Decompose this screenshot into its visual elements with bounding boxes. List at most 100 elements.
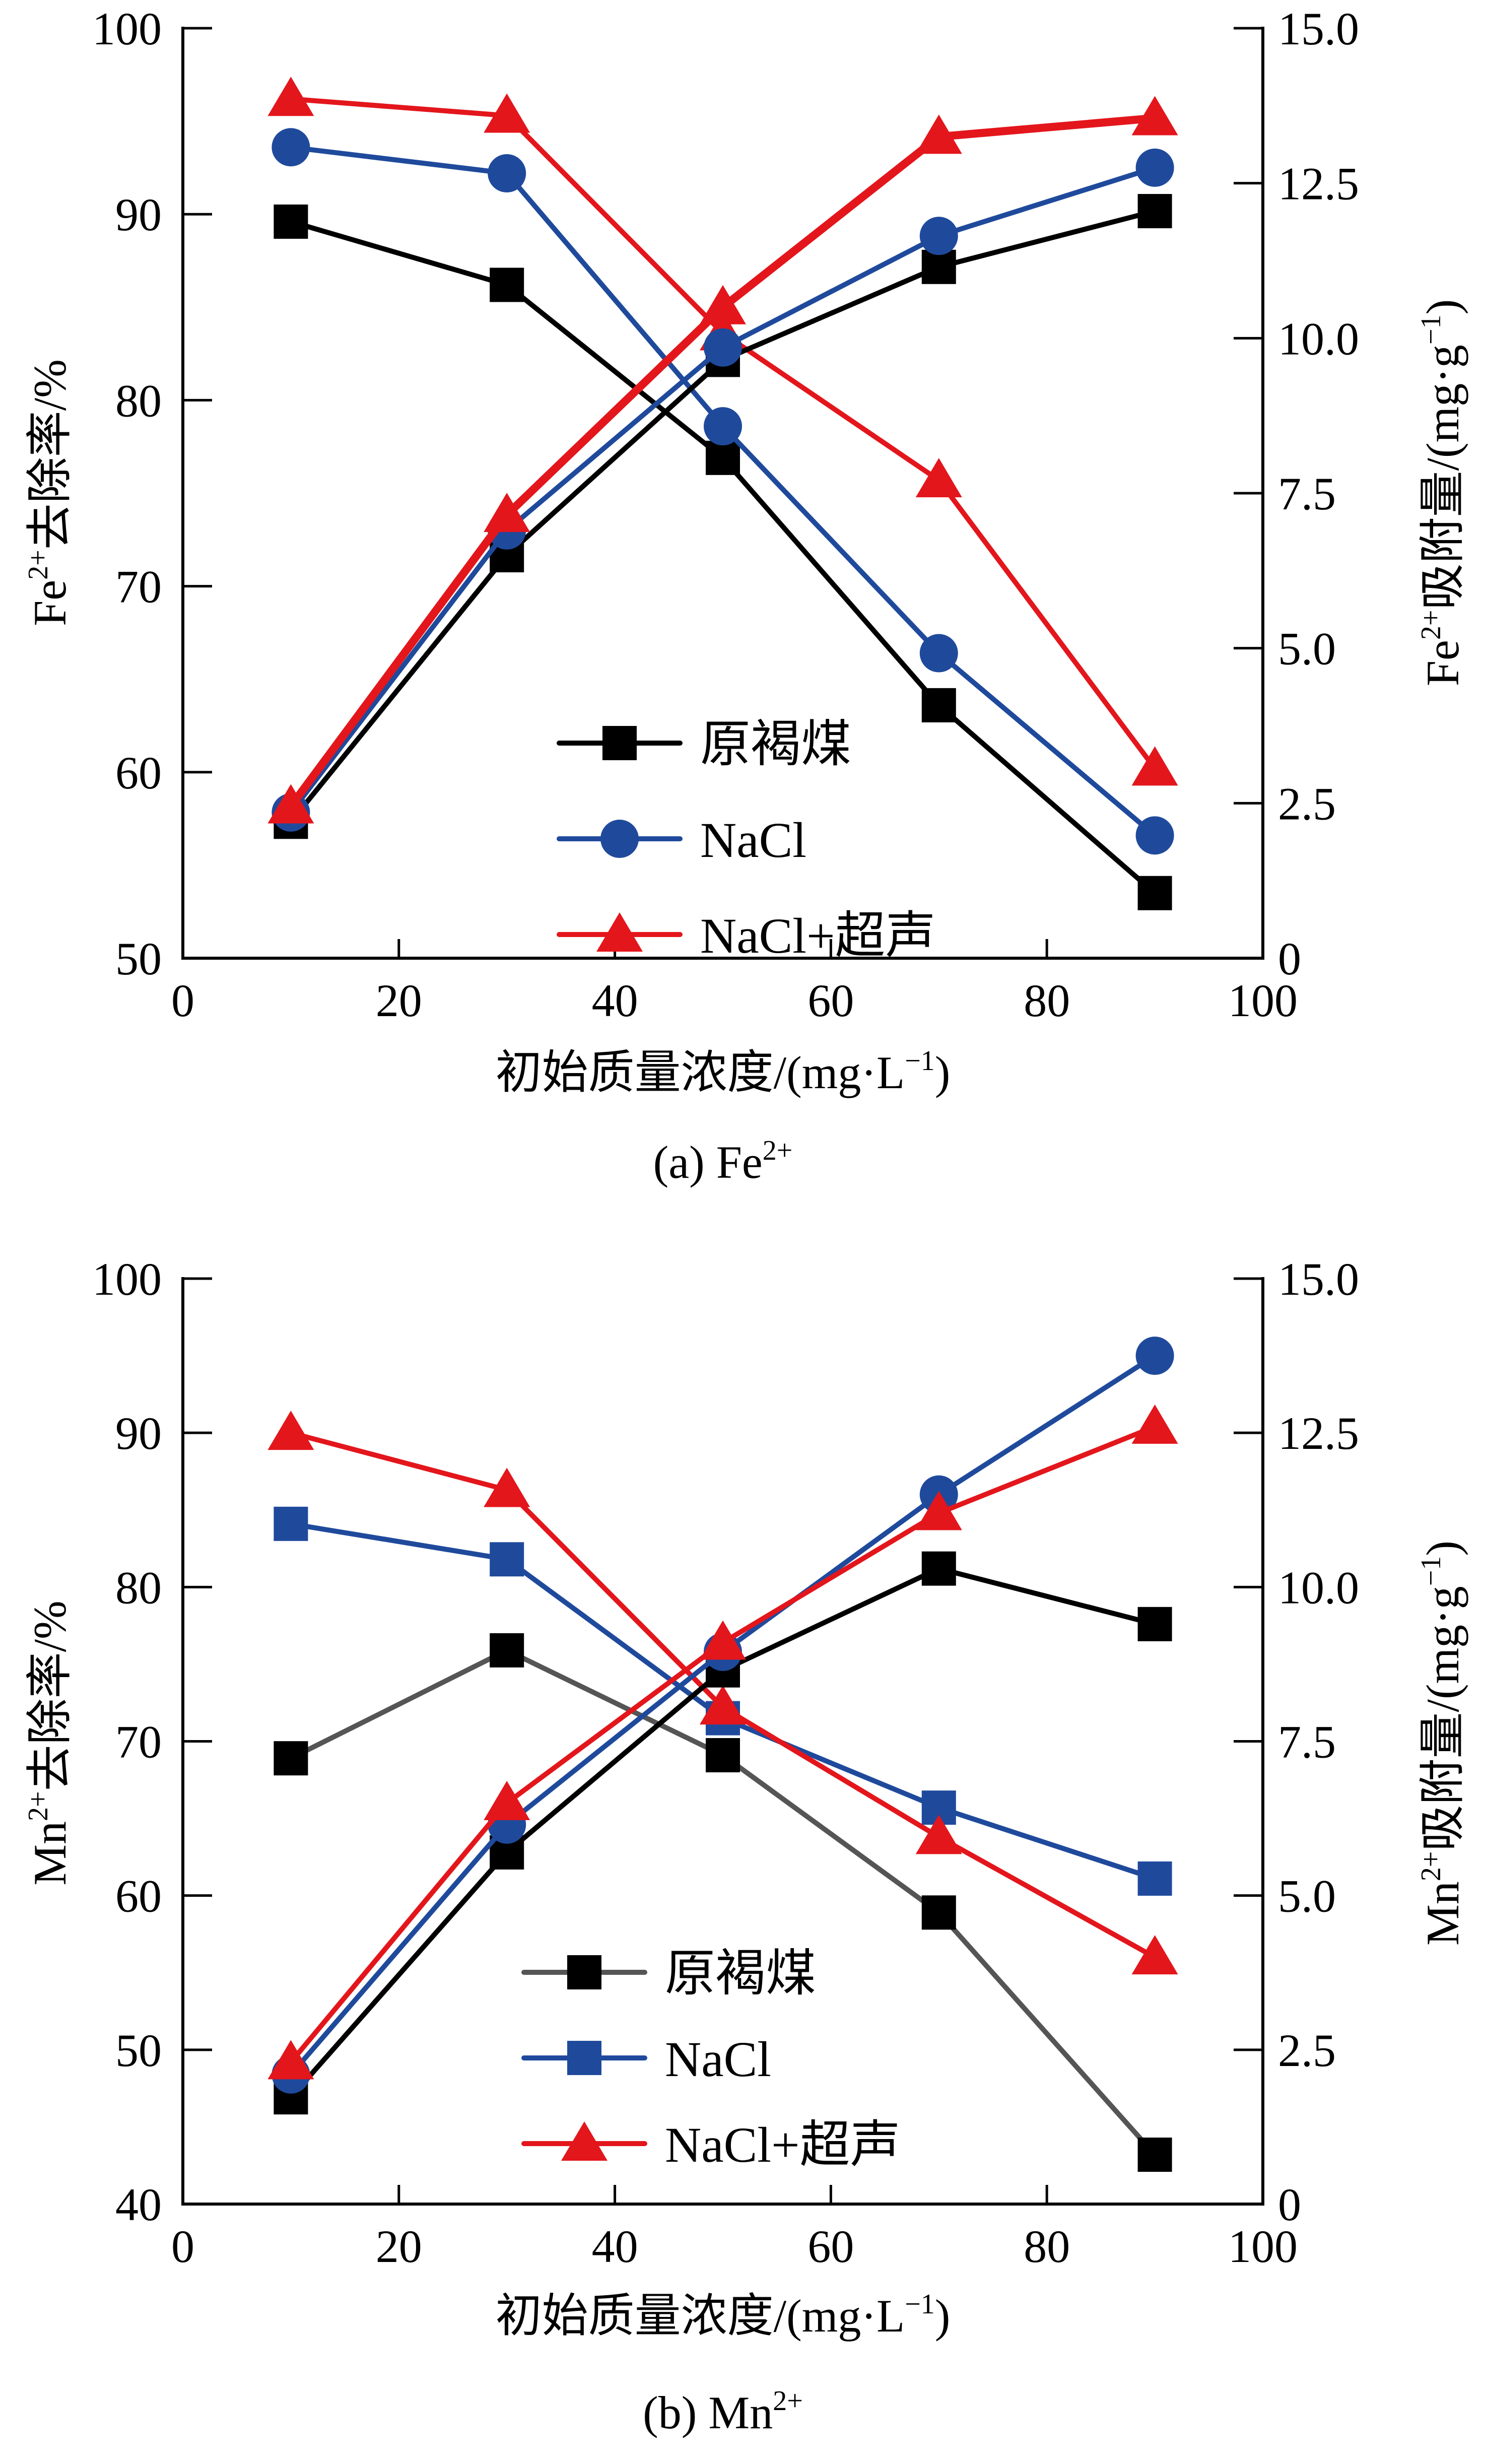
data-point [700,1620,746,1660]
y-right-tick-label: 7.5 [1278,1716,1336,1768]
x-tick-label: 100 [1228,975,1298,1026]
data-point [1137,194,1172,229]
data-point [272,128,310,167]
legend-label: NaCl [665,2031,771,2087]
series-adsorption-5 [267,96,1178,824]
data-point [915,1815,962,1854]
data-point [919,634,958,673]
x-tick-label: 40 [592,975,638,1026]
legend-item: NaCl [521,2031,771,2087]
data-point [490,1633,524,1668]
data-point [1131,1935,1178,1975]
data-point [704,407,742,446]
data-point [915,1491,962,1530]
legend-marker [602,726,637,760]
series-removal-0 [274,1633,1172,2172]
y-left-tick-label: 60 [115,747,162,798]
series-removal-1 [272,128,1174,855]
series-removal-2 [267,1411,1178,1975]
y-left-tick-label: 100 [92,3,162,54]
y-right-tick-label: 15.0 [1278,1253,1359,1305]
panel-a-series [267,77,1178,910]
y-right-tick-label: 2.5 [1278,2025,1336,2076]
x-tick-label: 60 [807,975,854,1026]
data-point [915,458,962,498]
data-point [484,93,530,133]
legend-item: 原褐煤 [557,716,851,772]
y-right-tick-label: 2.5 [1278,778,1336,829]
panel-b-axes: 0 20 40 60 80 10040506070809010002.55.07.510.… [92,1253,1359,2272]
data-point [267,1411,314,1450]
legend-item: NaCl+超声 [521,2117,900,2173]
y-left-tick-label: 50 [115,933,162,984]
legend-label: NaCl+超声 [665,2117,900,2173]
data-point [921,1895,956,1930]
data-point [706,1738,740,1773]
data-point [274,1741,308,1776]
legend-item: 原褐煤 [521,1946,816,2002]
y-left-tick-label: 100 [92,1253,162,1305]
y-left-tick-label: 80 [115,1562,162,1613]
data-point [490,268,524,302]
y-left-tick-label: 90 [115,189,162,240]
legend-marker [567,1955,601,1989]
series-adsorption-5 [267,1404,1178,2080]
x-tick-label: 80 [1024,2221,1070,2272]
legend-marker [596,912,643,952]
data-point [274,204,308,239]
panel-b-right-axis-title: Mn2+吸附量/(mg·g−1) [1415,1541,1468,1946]
data-point [484,493,530,532]
data-point [921,688,956,722]
y-right-tick-label: 12.5 [1278,158,1359,210]
y-left-tick-label: 90 [115,1408,162,1459]
panel-a-axes: 0 20 40 60 80 100506070809010002.55.07.510.01… [92,3,1359,1026]
data-point [1131,1404,1178,1444]
y-right-tick-label: 10.0 [1278,313,1359,364]
legend-label: 原褐煤 [700,716,851,772]
y-left-tick-label: 60 [115,1871,162,1922]
x-tick-label: 0 [171,975,194,1026]
x-tick-label: 20 [376,2221,422,2272]
panel-a-left-axis-title: Fe2+去除率/% [23,359,76,626]
data-point [274,1506,308,1541]
x-tick-label: 100 [1228,2221,1298,2272]
data-point [1135,1337,1174,1375]
data-point [700,285,746,324]
data-point [1137,2138,1172,2172]
data-point [267,784,314,824]
legend-label: NaCl+超声 [700,908,935,964]
panel-b-x-axis-title: 初始质量浓度/(mg·L−1) [496,2289,951,2342]
data-point [1137,1607,1172,1641]
data-point [488,154,526,192]
y-left-tick-label: 40 [115,2179,162,2230]
panel-b-caption: (b) Mn2+ [643,2385,803,2438]
panel-b-series [267,1337,1178,2172]
y-right-tick-label: 7.5 [1278,468,1336,519]
data-point [1131,746,1178,786]
data-point [919,217,958,255]
x-tick-label: 60 [807,2221,854,2272]
legend-label: 原褐煤 [665,1946,816,2002]
y-left-tick-label: 70 [115,561,162,613]
y-right-tick-label: 5.0 [1278,623,1336,675]
series-removal-0 [274,204,1172,910]
y-left-tick-label: 70 [115,1716,162,1768]
data-point [915,114,962,154]
legend-marker [567,2041,601,2075]
x-tick-label: 80 [1024,975,1070,1026]
y-right-tick-label: 15.0 [1278,3,1359,54]
data-point [267,2040,314,2080]
y-right-tick-label: 5.0 [1278,1871,1336,1922]
panel-b: 0 20 40 60 80 10040506070809010002.55.07.510.… [23,1253,1468,2438]
y-right-tick-label: 0 [1278,933,1301,984]
data-point [490,1542,524,1577]
panel-a-legend: 原褐煤 NaCl NaCl+超声 [557,716,935,964]
data-point [1135,816,1174,855]
data-point [700,1685,746,1725]
legend-item: NaCl [557,812,806,868]
y-left-tick-label: 50 [115,2025,162,2076]
data-point [1135,148,1174,187]
x-tick-label: 0 [171,2221,194,2272]
legend-label: NaCl [700,812,806,868]
legend-marker [561,2121,608,2161]
